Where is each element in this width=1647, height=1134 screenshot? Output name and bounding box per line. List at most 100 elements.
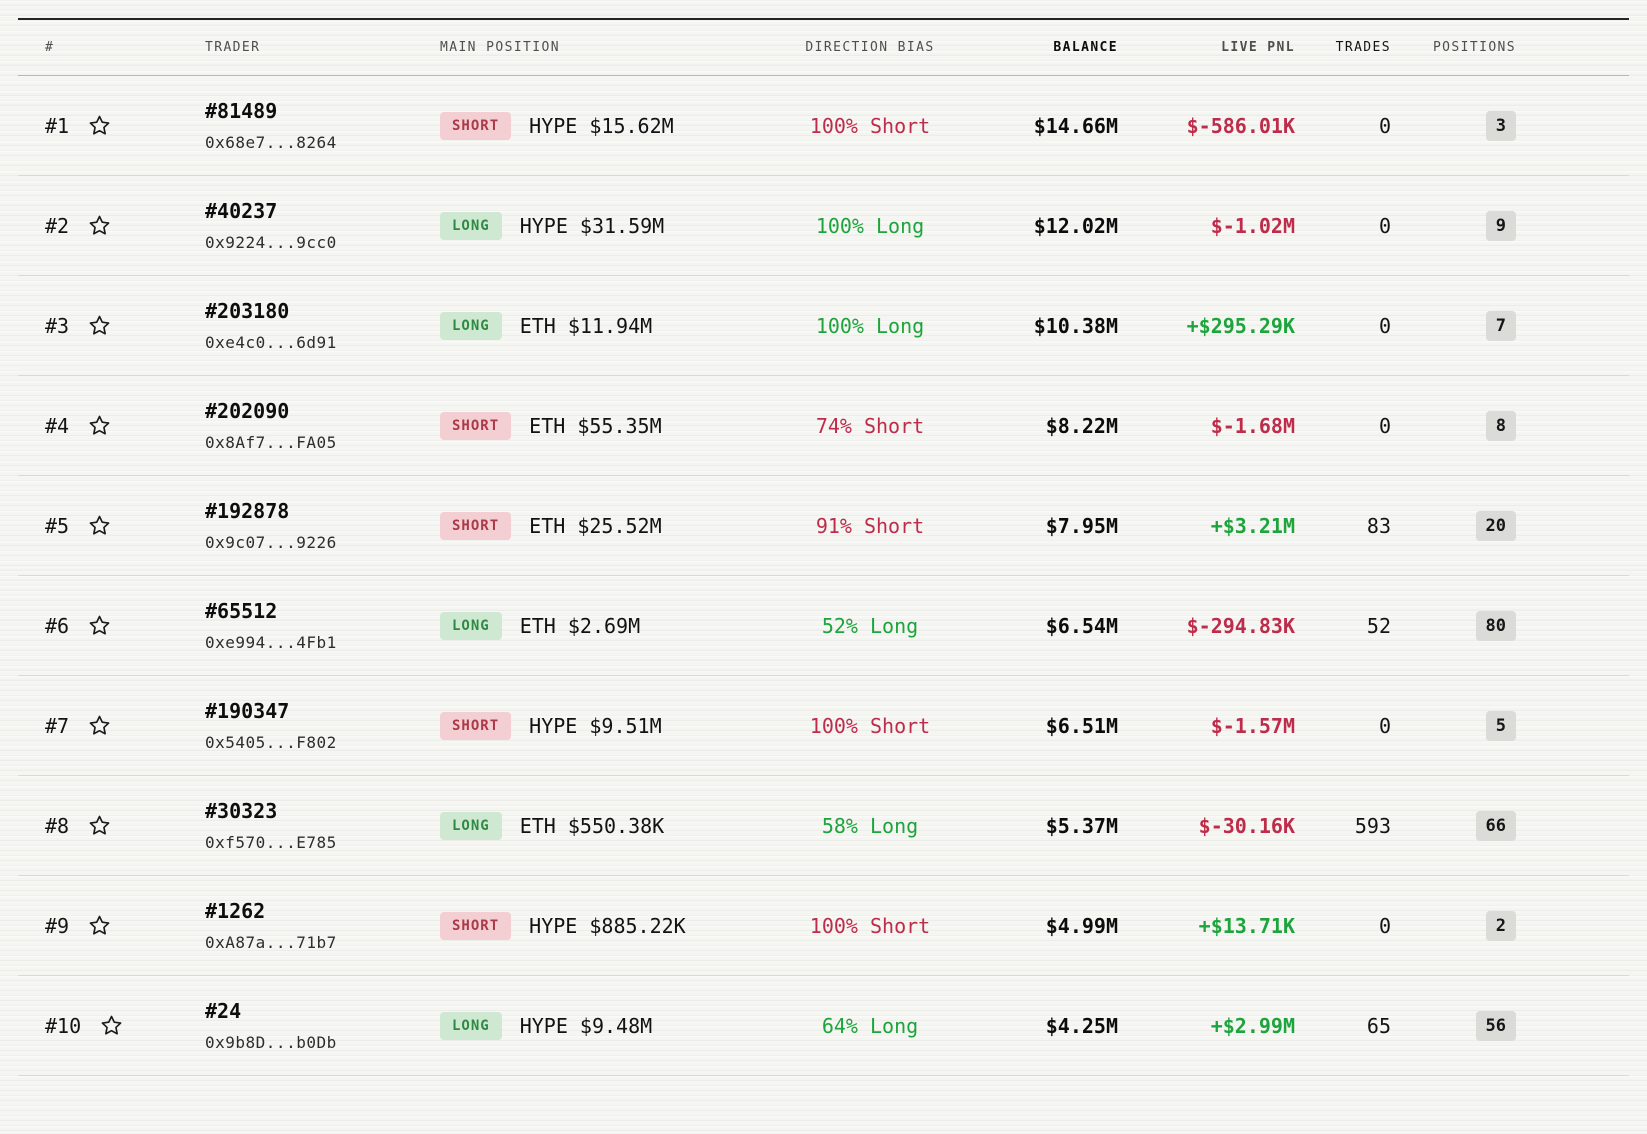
table-row[interactable]: #6 #65512 0xe994...4Fb1 LONG ETH $2.69M … bbox=[18, 576, 1629, 676]
star-icon[interactable] bbox=[88, 914, 111, 937]
positions-count-badge: 5 bbox=[1485, 710, 1516, 741]
positions-count-badge: 56 bbox=[1475, 1010, 1516, 1041]
main-position-label: HYPE $31.59M bbox=[519, 213, 665, 238]
trader-cell: #192878 0x9c07...9226 bbox=[205, 499, 440, 552]
col-header-trader[interactable]: TRADER bbox=[205, 40, 261, 55]
live-pnl: $-294.83K bbox=[1186, 613, 1295, 638]
trader-cell: #190347 0x5405...F802 bbox=[205, 699, 440, 752]
col-header-main-position[interactable]: MAIN POSITION bbox=[440, 40, 560, 55]
rank-cell: #9 bbox=[45, 914, 205, 938]
trader-address: 0x68e7...8264 bbox=[205, 133, 337, 152]
balance: $14.66M bbox=[1033, 113, 1118, 138]
positions-count-badge: 20 bbox=[1475, 510, 1516, 541]
trader-id: #202090 bbox=[205, 399, 290, 423]
col-header-balance[interactable]: BALANCE bbox=[1053, 40, 1118, 55]
col-header-rank[interactable]: # bbox=[45, 40, 55, 55]
star-icon[interactable] bbox=[88, 114, 111, 137]
star-icon[interactable] bbox=[88, 314, 111, 337]
trades-count: 0 bbox=[1378, 113, 1391, 138]
positions-cell: 20 bbox=[1391, 510, 1516, 541]
balance: $7.95M bbox=[1045, 513, 1118, 538]
star-icon[interactable] bbox=[88, 814, 111, 837]
main-position-cell: SHORT HYPE $9.51M bbox=[440, 711, 785, 740]
table-row[interactable]: #4 #202090 0x8Af7...FA05 SHORT ETH $55.3… bbox=[18, 376, 1629, 476]
rank-label: #10 bbox=[45, 1013, 82, 1038]
trader-id: #1262 bbox=[205, 899, 266, 923]
positions-count-badge: 80 bbox=[1475, 610, 1516, 641]
trader-address: 0x9b8D...b0Db bbox=[205, 1033, 337, 1052]
trades-count: 0 bbox=[1378, 413, 1391, 438]
balance: $10.38M bbox=[1033, 313, 1118, 338]
positions-cell: 80 bbox=[1391, 610, 1516, 641]
positions-count-badge: 2 bbox=[1485, 910, 1516, 941]
rank-cell: #1 bbox=[45, 114, 205, 138]
table-row[interactable]: #10 #24 0x9b8D...b0Db LONG HYPE $9.48M 6… bbox=[18, 976, 1629, 1076]
col-header-positions[interactable]: POSITIONS bbox=[1432, 40, 1516, 55]
trader-id: #190347 bbox=[205, 699, 290, 723]
table-row[interactable]: #2 #40237 0x9224...9cc0 LONG HYPE $31.59… bbox=[18, 176, 1629, 276]
trader-cell: #1262 0xA87a...71b7 bbox=[205, 899, 440, 952]
trader-cell: #30323 0xf570...E785 bbox=[205, 799, 440, 852]
star-icon[interactable] bbox=[88, 614, 111, 637]
col-header-live-pnl[interactable]: LIVE PNL bbox=[1221, 40, 1295, 55]
table-row[interactable]: #5 #192878 0x9c07...9226 SHORT ETH $25.5… bbox=[18, 476, 1629, 576]
star-icon[interactable] bbox=[100, 1014, 123, 1037]
trader-id: #81489 bbox=[205, 99, 278, 123]
side-badge: LONG bbox=[440, 211, 502, 240]
positions-count-badge: 8 bbox=[1485, 410, 1516, 441]
live-pnl: +$2.99M bbox=[1210, 1013, 1295, 1038]
direction-bias: 100% Short bbox=[809, 913, 931, 938]
side-badge: SHORT bbox=[440, 111, 512, 140]
table-row[interactable]: #7 #190347 0x5405...F802 SHORT HYPE $9.5… bbox=[18, 676, 1629, 776]
positions-cell: 2 bbox=[1391, 910, 1516, 941]
live-pnl: $-1.02M bbox=[1210, 213, 1295, 238]
trader-address: 0x9c07...9226 bbox=[205, 533, 337, 552]
trader-address: 0xf570...E785 bbox=[205, 833, 337, 852]
main-position-cell: SHORT ETH $55.35M bbox=[440, 411, 785, 440]
main-position-cell: SHORT HYPE $15.62M bbox=[440, 111, 785, 140]
positions-cell: 66 bbox=[1391, 810, 1516, 841]
star-icon[interactable] bbox=[88, 214, 111, 237]
rank-label: #3 bbox=[45, 313, 70, 338]
balance: $6.54M bbox=[1045, 613, 1118, 638]
table-row[interactable]: #3 #203180 0xe4c0...6d91 LONG ETH $11.94… bbox=[18, 276, 1629, 376]
trades-count: 65 bbox=[1366, 1013, 1391, 1038]
main-position-cell: LONG HYPE $9.48M bbox=[440, 1011, 785, 1040]
positions-cell: 5 bbox=[1391, 710, 1516, 741]
live-pnl: $-586.01K bbox=[1186, 113, 1295, 138]
balance: $4.99M bbox=[1045, 913, 1118, 938]
trader-address: 0xe994...4Fb1 bbox=[205, 633, 337, 652]
star-icon[interactable] bbox=[88, 414, 111, 437]
main-position-label: ETH $2.69M bbox=[519, 613, 641, 638]
trader-id: #40237 bbox=[205, 199, 278, 223]
table-row[interactable]: #9 #1262 0xA87a...71b7 SHORT HYPE $885.2… bbox=[18, 876, 1629, 976]
direction-bias: 100% Short bbox=[809, 713, 931, 738]
main-position-cell: LONG ETH $2.69M bbox=[440, 611, 785, 640]
main-position-cell: LONG ETH $550.38K bbox=[440, 811, 785, 840]
rank-label: #8 bbox=[45, 813, 70, 838]
table-row[interactable]: #8 #30323 0xf570...E785 LONG ETH $550.38… bbox=[18, 776, 1629, 876]
main-position-label: HYPE $9.51M bbox=[529, 713, 662, 738]
col-header-trades[interactable]: TRADES bbox=[1335, 40, 1391, 55]
rank-label: #4 bbox=[45, 413, 70, 438]
main-position-label: HYPE $885.22K bbox=[529, 913, 686, 938]
trades-count: 593 bbox=[1354, 813, 1391, 838]
table-row[interactable]: #1 #81489 0x68e7...8264 SHORT HYPE $15.6… bbox=[18, 76, 1629, 176]
rank-cell: #6 bbox=[45, 614, 205, 638]
col-header-direction-bias[interactable]: DIRECTION BIAS bbox=[805, 40, 935, 55]
balance: $4.25M bbox=[1045, 1013, 1118, 1038]
main-position-label: ETH $55.35M bbox=[529, 413, 662, 438]
main-position-cell: SHORT HYPE $885.22K bbox=[440, 911, 785, 940]
positions-count-badge: 3 bbox=[1485, 110, 1516, 141]
live-pnl: +$3.21M bbox=[1210, 513, 1295, 538]
rank-cell: #5 bbox=[45, 514, 205, 538]
direction-bias: 100% Long bbox=[815, 313, 925, 338]
direction-bias: 100% Long bbox=[815, 213, 925, 238]
trader-address: 0x9224...9cc0 bbox=[205, 233, 337, 252]
star-icon[interactable] bbox=[88, 714, 111, 737]
star-icon[interactable] bbox=[88, 514, 111, 537]
trades-count: 83 bbox=[1366, 513, 1391, 538]
trader-cell: #203180 0xe4c0...6d91 bbox=[205, 299, 440, 352]
side-badge: LONG bbox=[440, 611, 502, 640]
main-position-label: ETH $550.38K bbox=[519, 813, 665, 838]
